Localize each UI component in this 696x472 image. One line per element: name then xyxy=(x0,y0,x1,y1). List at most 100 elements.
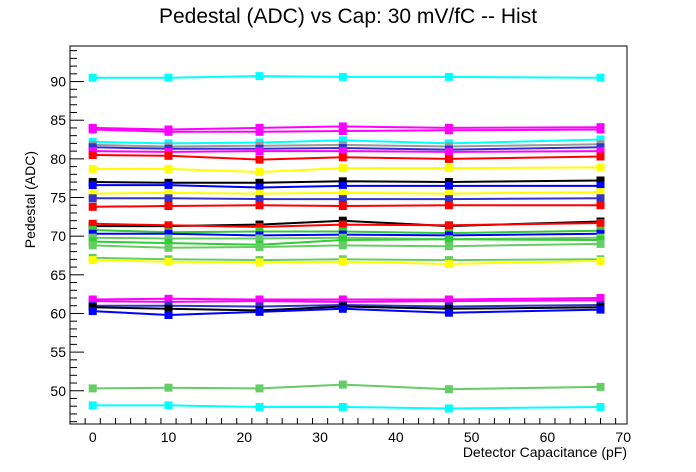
x-tick-label: 60 xyxy=(540,429,556,445)
series-21 xyxy=(88,239,605,252)
data-point xyxy=(338,122,347,131)
data-point xyxy=(338,202,347,210)
data-point xyxy=(164,311,173,319)
data-point xyxy=(255,222,264,231)
series-line xyxy=(92,307,601,317)
data-point xyxy=(164,229,173,238)
series-9 xyxy=(88,163,605,176)
data-point xyxy=(88,164,97,173)
data-point xyxy=(88,219,97,228)
data-point xyxy=(338,380,347,389)
data-point xyxy=(164,188,173,197)
series-11 xyxy=(88,181,605,192)
data-point xyxy=(164,164,173,173)
data-point xyxy=(164,304,173,313)
data-point xyxy=(164,383,173,392)
data-point xyxy=(164,401,173,410)
series-line xyxy=(92,184,601,189)
y-tick-label: 55 xyxy=(50,344,66,360)
series-line xyxy=(92,125,601,131)
data-point xyxy=(88,401,97,410)
data-point xyxy=(255,403,264,411)
data-point xyxy=(596,296,605,305)
data-point xyxy=(164,151,173,160)
y-tick-label: 65 xyxy=(50,267,66,283)
series-line xyxy=(92,191,601,195)
y-axis: 50 55 60 65 70 75 80 85 90 xyxy=(50,50,84,423)
data-point xyxy=(596,256,605,265)
data-point xyxy=(88,73,97,82)
series-line xyxy=(92,303,601,308)
data-point xyxy=(444,404,453,413)
data-point xyxy=(255,307,264,316)
series-line xyxy=(92,143,601,148)
data-point xyxy=(444,147,453,156)
series-line xyxy=(92,232,601,237)
data-point xyxy=(255,234,264,243)
data-point xyxy=(338,136,347,145)
series-30 xyxy=(88,401,605,413)
series-13 xyxy=(88,194,605,204)
x-tick-label: 40 xyxy=(388,429,404,445)
y-tick-label: 85 xyxy=(50,112,66,128)
series-line xyxy=(92,297,601,301)
data-point xyxy=(444,195,453,204)
series-line xyxy=(92,204,601,208)
data-point xyxy=(255,168,264,176)
data-point xyxy=(164,221,173,230)
data-point xyxy=(596,188,605,197)
series-28 xyxy=(88,304,605,319)
data-point xyxy=(338,188,347,197)
series-23 xyxy=(88,256,605,268)
series-line xyxy=(92,75,601,79)
series-line xyxy=(92,154,601,161)
data-point xyxy=(88,194,97,203)
data-point xyxy=(596,201,605,210)
data-point xyxy=(444,221,453,230)
x-axis-label: Detector Capacitance (pF) xyxy=(463,444,627,460)
data-point xyxy=(164,127,173,136)
data-point xyxy=(164,194,173,203)
series-line xyxy=(92,256,601,262)
data-point xyxy=(164,257,173,266)
data-point xyxy=(596,305,605,314)
data-point xyxy=(596,181,605,190)
series-12 xyxy=(88,188,605,198)
data-point xyxy=(255,189,264,198)
data-point xyxy=(255,72,264,81)
y-tick-label: 80 xyxy=(50,151,66,167)
data-point xyxy=(338,403,347,411)
plot-frame xyxy=(69,45,628,425)
data-point xyxy=(444,297,453,306)
x-tick-label: 30 xyxy=(312,429,328,445)
data-point xyxy=(255,195,264,204)
series-line xyxy=(92,128,601,133)
series-29 xyxy=(88,380,605,394)
data-point xyxy=(88,307,97,316)
series-line xyxy=(92,238,601,246)
data-point xyxy=(338,181,347,190)
y-tick-label: 75 xyxy=(50,190,66,206)
data-point xyxy=(88,241,97,250)
data-point xyxy=(338,304,347,313)
data-point xyxy=(338,147,347,156)
data-point xyxy=(88,181,97,190)
series-line xyxy=(92,305,601,312)
data-point xyxy=(164,239,173,248)
data-point xyxy=(444,235,453,244)
data-point xyxy=(596,382,605,391)
series-line xyxy=(92,229,601,235)
series-line xyxy=(92,222,601,228)
series-line xyxy=(92,404,601,410)
data-point xyxy=(338,177,347,186)
plot-area xyxy=(69,45,628,425)
series-layer xyxy=(88,72,605,413)
x-tick-label: 50 xyxy=(464,429,480,445)
data-point xyxy=(596,194,605,203)
data-point xyxy=(596,147,605,156)
data-point xyxy=(88,384,97,393)
data-point xyxy=(338,236,347,244)
series-line xyxy=(92,146,601,151)
data-point xyxy=(596,239,605,248)
